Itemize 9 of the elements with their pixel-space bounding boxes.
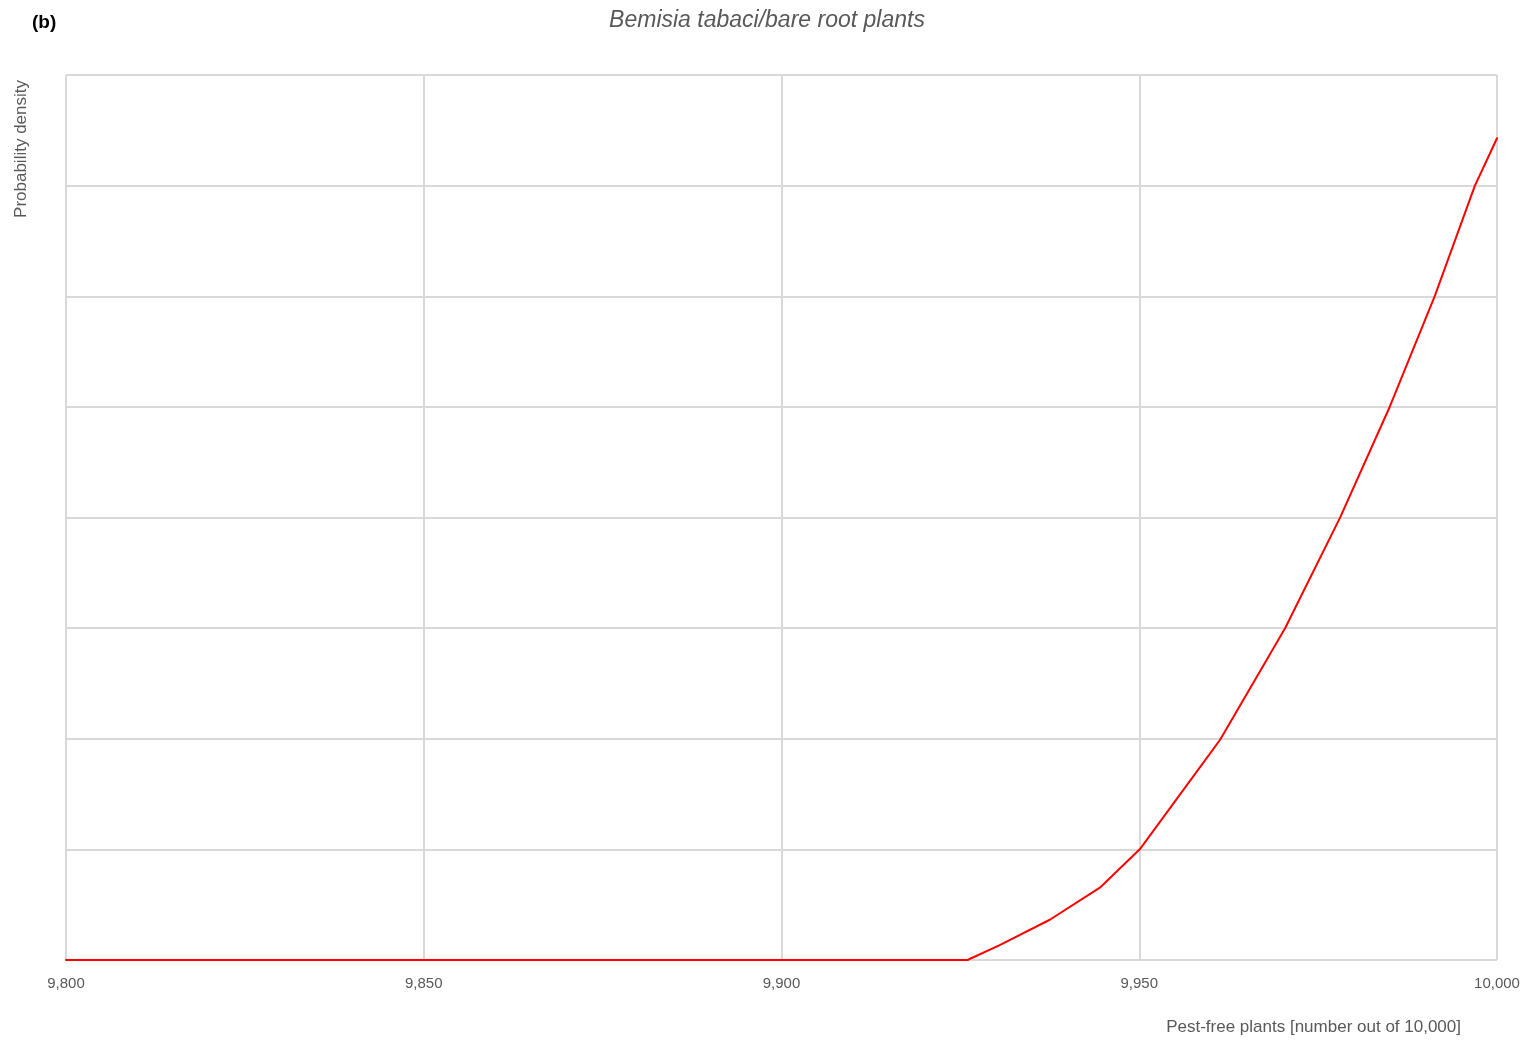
x-tick-label: 9,800: [47, 974, 85, 991]
x-tick-label: 9,850: [404, 974, 443, 991]
x-tick-label: 9,900: [762, 974, 801, 991]
x-tick-label: 9,950: [1120, 974, 1159, 991]
text: (b): [32, 11, 57, 32]
x-tick-label: 10,000: [1474, 974, 1520, 991]
y-axis-title: Probability density: [11, 79, 30, 218]
chart-title: Bemisia tabaci/bare root plants: [609, 5, 926, 32]
x-axis-title: Pest-free plants [number out of 10,000]: [1166, 1017, 1461, 1036]
